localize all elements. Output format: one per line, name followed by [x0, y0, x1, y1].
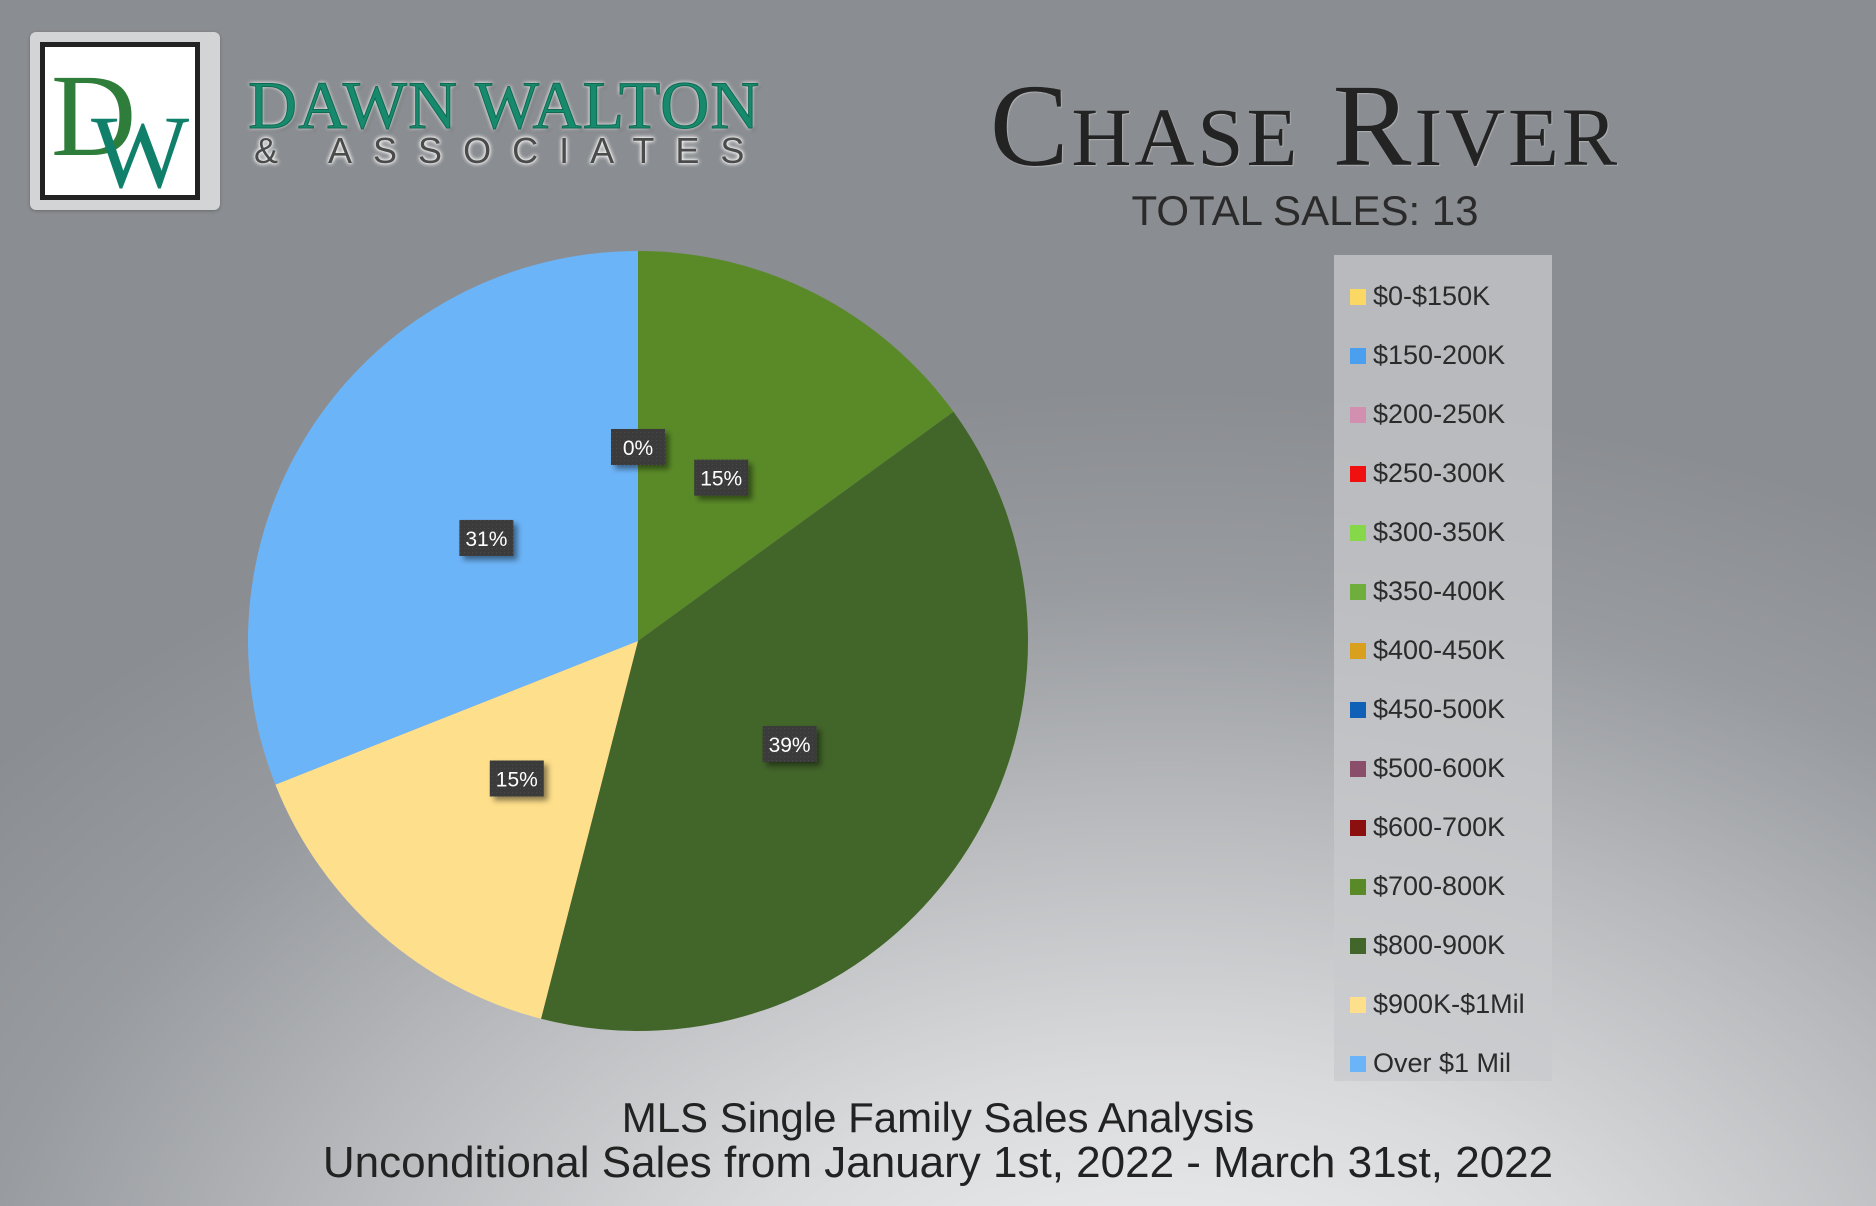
legend-item: $350-400K — [1334, 562, 1552, 621]
slice-label-1-text: 39% — [769, 734, 811, 757]
slice-label-0-box — [694, 459, 749, 496]
legend-label: $600-700K — [1373, 812, 1506, 842]
legend-label: $400-450K — [1373, 635, 1506, 665]
legend-label: $250-300K — [1373, 458, 1506, 488]
legend-label: $700-800K — [1373, 871, 1506, 901]
legend-item: $600-700K — [1334, 798, 1552, 857]
legend-item: $450-500K — [1334, 680, 1552, 739]
legend-swatch — [1350, 583, 1366, 600]
legend-item: $800-900K — [1334, 916, 1552, 975]
logo-frame: D W — [40, 42, 200, 200]
slice-label-1: 39% — [762, 726, 817, 763]
legend-item: $150-200K — [1334, 326, 1552, 385]
legend-item: $200-250K — [1334, 385, 1552, 444]
legend-swatch — [1350, 288, 1366, 305]
slice-label-3-box — [459, 519, 514, 556]
legend-label: $800-900K — [1373, 930, 1506, 960]
pie-slice-1 — [541, 411, 1028, 1031]
slice-label-zero-box — [611, 429, 665, 465]
brand-name: DAWN WALTON — [247, 67, 761, 144]
legend-item: $0-$150K — [1334, 267, 1552, 326]
pie-slice-2 — [275, 641, 638, 1019]
footer-title: MLS Single Family Sales Analysis — [621, 1094, 1255, 1141]
legend-label: $500-600K — [1373, 753, 1506, 783]
footer-date-range: Unconditional Sales from January 1st, 20… — [322, 1138, 1554, 1187]
logo: D W — [30, 32, 220, 210]
legend-swatch — [1350, 347, 1366, 364]
logo-monogram: D W — [51, 50, 189, 195]
legend-label: $900K-$1Mil — [1373, 989, 1525, 1019]
legend-swatch — [1350, 465, 1366, 482]
logo-letter-w: W — [91, 95, 189, 195]
slice-label-zero-text: 0% — [623, 437, 653, 460]
page-title: Chase River — [989, 60, 1621, 191]
chart-legend: $0-$150K $150-200K $200-250K $250-300K $300-… — [1334, 255, 1552, 1081]
pie-slice-0 — [638, 251, 954, 641]
legend-swatch — [1350, 701, 1366, 718]
slice-label-3-text: 31% — [465, 528, 507, 551]
total-sales: TOTAL SALES: 13 — [1131, 187, 1479, 234]
legend-swatch — [1350, 760, 1366, 777]
legend-label: $150-200K — [1373, 340, 1506, 370]
legend-item: $400-450K — [1334, 621, 1552, 680]
logo-letter-d: D — [51, 50, 136, 181]
legend-label: $300-350K — [1373, 517, 1506, 547]
legend-label: Over $1 Mil — [1373, 1048, 1512, 1078]
legend-swatch — [1350, 524, 1366, 541]
legend-item: $900K-$1Mil — [1334, 975, 1552, 1034]
legend-item: Over $1 Mil — [1334, 1034, 1552, 1093]
pie-slice-3 — [247, 251, 638, 785]
slice-label-0-text: 15% — [700, 468, 742, 491]
legend-item: $300-350K — [1334, 503, 1552, 562]
slice-label-2-box — [489, 760, 544, 797]
legend-swatch — [1350, 996, 1366, 1013]
slice-label-zero: 0% — [611, 429, 665, 465]
brand-subtitle: & ASSOCIATES — [254, 130, 766, 171]
legend-swatch — [1350, 878, 1366, 895]
slice-label-1-box — [762, 726, 817, 763]
legend-item: $700-800K — [1334, 857, 1552, 916]
slice-label-3: 31% — [459, 519, 514, 556]
legend-label: $200-250K — [1373, 399, 1506, 429]
legend-label: $350-400K — [1373, 576, 1506, 606]
legend-swatch — [1350, 406, 1366, 423]
legend-swatch — [1350, 819, 1366, 836]
slice-label-2-text: 15% — [496, 768, 538, 791]
slice-label-2: 15% — [489, 760, 544, 797]
legend-label: $450-500K — [1373, 694, 1506, 724]
legend-swatch — [1350, 642, 1366, 659]
legend-item: $250-300K — [1334, 444, 1552, 503]
legend-label: $0-$150K — [1373, 281, 1491, 311]
legend-swatch — [1350, 1055, 1366, 1072]
legend-item: $500-600K — [1334, 739, 1552, 798]
slice-label-0: 15% — [694, 459, 749, 496]
legend-swatch — [1350, 937, 1366, 954]
